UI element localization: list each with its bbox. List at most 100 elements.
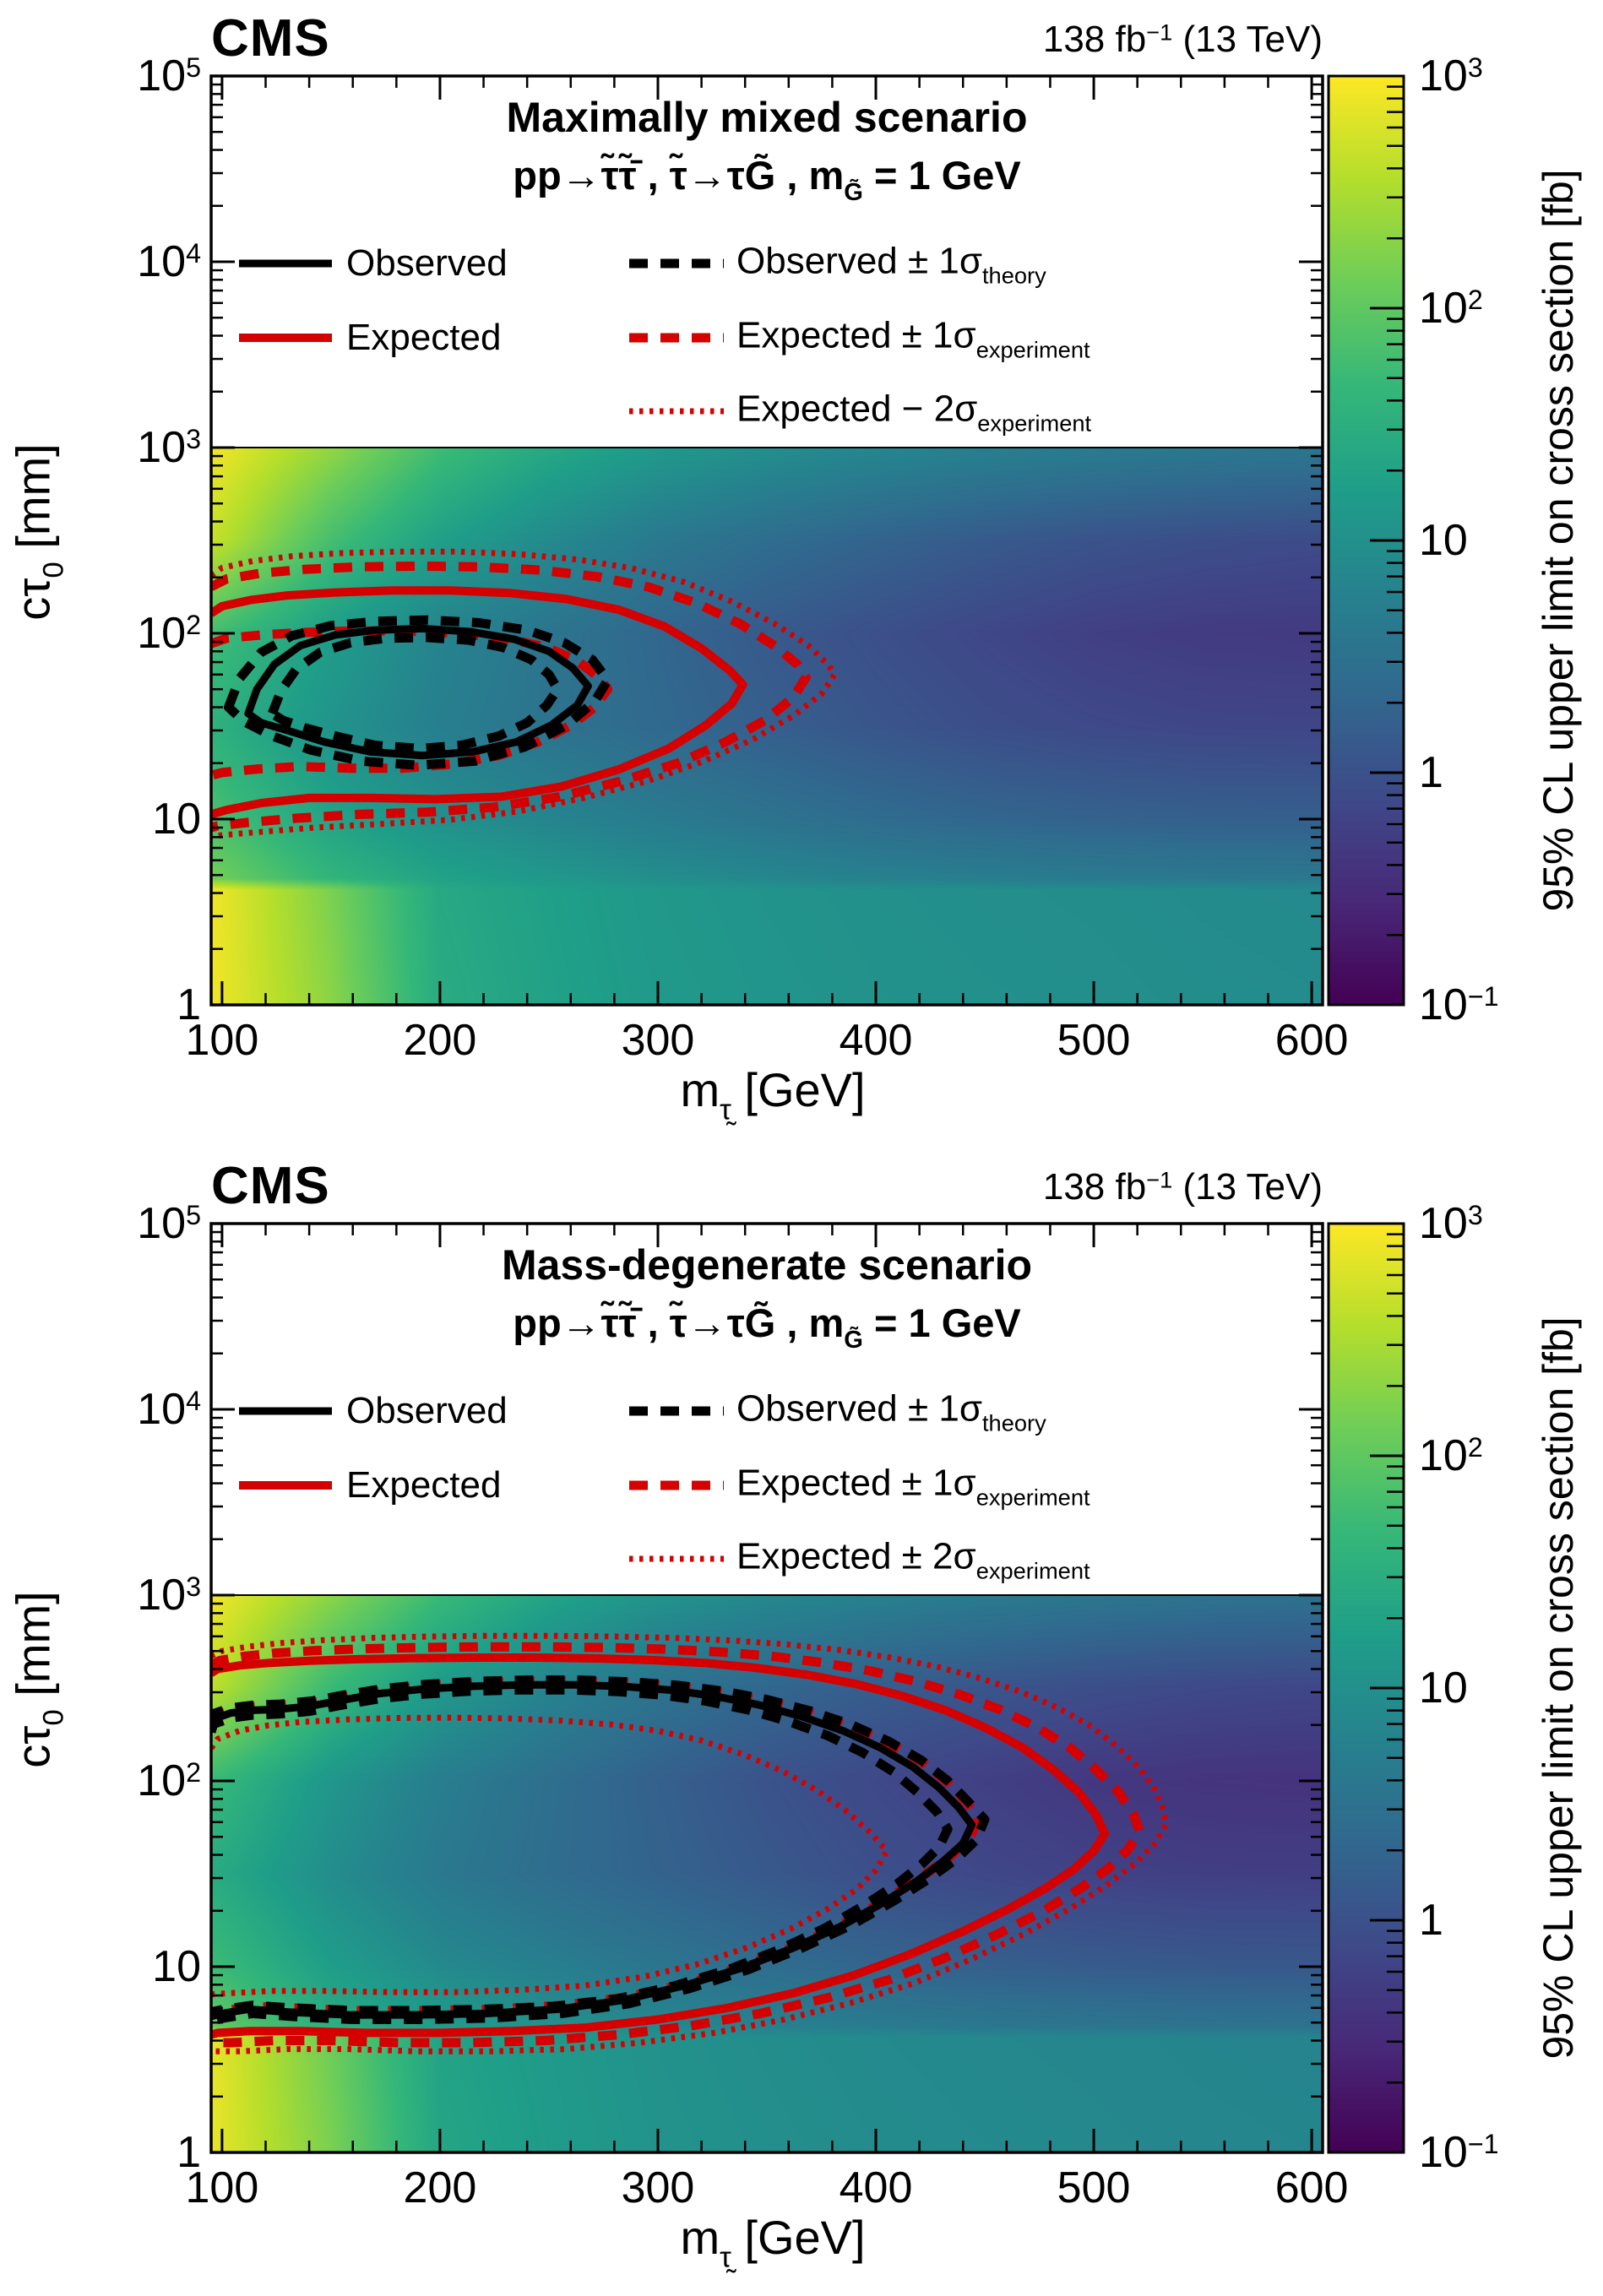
legend-line-expected-band2 [629, 1555, 724, 1562]
x-tick-label: 200 [403, 2163, 477, 2212]
legend-label-observed: Observed [346, 1390, 508, 1431]
legend-label-expected: Expected [346, 317, 502, 358]
contour-expected_minus_2sigma_experiment [211, 1714, 890, 1998]
colorbar-tick-label: 103 [1419, 1199, 1483, 1248]
process-sub: G̃ [844, 1327, 863, 1354]
legend-line-expected [239, 334, 332, 342]
contour-observed_minus_1sigma_theory [267, 632, 562, 753]
lumi-tail: (13 TeV) [1172, 19, 1323, 60]
contour-expected [211, 586, 747, 819]
scenario-title: Maximally mixed scenario [506, 94, 1028, 141]
y-tick-label: 10 [152, 1942, 201, 1991]
contour-observed_plus_1sigma_theory [224, 615, 613, 770]
legend-label-expected: Expected [346, 1464, 502, 1506]
heatmap-canvas [211, 448, 1323, 1005]
x-tick-label: 300 [621, 2163, 695, 2212]
y-tick-label: 103 [137, 1571, 201, 1620]
legend-label-observed-band: Observed ± 1σtheory [736, 240, 1046, 289]
colorbar-title: 95% CL upper limit on cross section [fb] [1535, 169, 1582, 912]
contour-observed_plus_1sigma_theory [211, 1675, 990, 2026]
legend-label-expected-band2: Expected ± 2σexperiment [736, 1535, 1090, 1584]
contours-group [211, 1632, 1169, 2054]
contour-observed [211, 1680, 976, 2021]
legend-label-observed-band: Observed ± 1σtheory [736, 1387, 1046, 1436]
lumi-sup: −1 [1146, 1166, 1173, 1193]
plot-overlay [209, 1222, 1405, 2154]
x-tick-label: 600 [1274, 1016, 1349, 1065]
colorbar-title: 95% CL upper limit on cross section [fb] [1535, 1316, 1582, 2060]
y-tick-label: 104 [137, 1385, 201, 1434]
colorbar-tick-label: 102 [1419, 284, 1483, 333]
x-tick-label: 500 [1057, 2163, 1131, 2212]
y-tick-label: 1 [177, 980, 201, 1029]
legend-line-observed [239, 1407, 332, 1415]
scenario-title: Mass-degenerate scenario [501, 1241, 1033, 1289]
lumi-sup: −1 [1146, 19, 1173, 46]
legend-line-expected-band [629, 333, 724, 343]
x-tick-label: 200 [403, 1016, 477, 1065]
x-tick-label: 400 [839, 1016, 913, 1065]
plot-frame [209, 1222, 1324, 2154]
legend-label-expected-band: Expected ± 1σexperiment [736, 1462, 1090, 1511]
x-tick-label: 600 [1274, 2163, 1349, 2212]
y-tick-label: 104 [137, 237, 201, 286]
x-tick-label: 100 [185, 1016, 259, 1065]
y-axis-title: cτ0 [mm] [6, 443, 70, 621]
process-tail: = 1 GeV [862, 153, 1021, 198]
y-axis-title: cτ0 [mm] [6, 1591, 70, 1768]
colorbar-tick-label: 102 [1419, 1431, 1483, 1480]
colorbar-tick-label: 1 [1419, 748, 1443, 797]
process-main: pp→τ̃τ̃̄ , τ̃→τG̃ , m [513, 153, 845, 198]
y-tick-label: 102 [137, 609, 201, 658]
lumi-main: 138 fb [1042, 1166, 1147, 1208]
contour-observed_minus_1sigma_theory [211, 1685, 953, 2017]
y-tick-label: 102 [137, 1756, 201, 1805]
y-tick-label: 105 [137, 52, 201, 100]
x-tick-label: 400 [839, 2163, 913, 2212]
process-label: pp→τ̃τ̃̄ , τ̃→τG̃ , mG̃ = 1 GeV [513, 1300, 1021, 1354]
lumi-label: 138 fb−1 (13 TeV) [1043, 1166, 1323, 1208]
colorbar-tick-label: 10 [1419, 1664, 1468, 1713]
legend-line-observed-band [629, 258, 724, 269]
legend-line-observed [239, 259, 332, 268]
plot-frame [209, 74, 1324, 1007]
contours-group [211, 548, 838, 840]
process-label: pp→τ̃τ̃̄ , τ̃→τG̃ , mG̃ = 1 GeV [513, 152, 1021, 207]
colorbar-tick-label: 10 [1419, 516, 1468, 565]
contour-expected_plus_1sigma_experiment [211, 561, 811, 833]
legend-label-expected-band2: Expected − 2σexperiment [736, 388, 1092, 437]
x-axis-title: mτ̰ [GeV] [680, 2211, 866, 2274]
y-tick-label: 103 [137, 423, 201, 472]
cms-label: CMS [211, 9, 330, 68]
contour-expected_plus_1sigma_experiment [211, 1642, 1144, 2048]
panel-mass-degenerate: CMS 138 fb−1 (13 TeV) Mass-degenerate sc… [0, 1148, 1603, 2296]
contour-expected [211, 1653, 1109, 2039]
x-tick-label: 100 [185, 2163, 259, 2212]
process-sub: G̃ [844, 179, 863, 207]
colorbar-tick-label: 10−1 [1419, 980, 1499, 1029]
y-tick-label: 1 [177, 2128, 201, 2177]
legend-line-expected [239, 1481, 332, 1490]
lumi-label: 138 fb−1 (13 TeV) [1043, 19, 1323, 61]
lumi-main: 138 fb [1042, 19, 1147, 60]
legend-label-expected-band: Expected ± 1σexperiment [736, 314, 1090, 363]
process-tail: = 1 GeV [862, 1300, 1021, 1345]
legend-line-expected-band2 [629, 408, 724, 415]
legend-line-expected-band [629, 1480, 724, 1490]
plot-overlay [209, 74, 1405, 1007]
process-main: pp→τ̃τ̃̄ , τ̃→τG̃ , m [513, 1300, 845, 1345]
y-tick-label: 105 [137, 1199, 201, 1248]
colorbar-tick-label: 1 [1419, 1896, 1443, 1945]
x-tick-label: 500 [1057, 1016, 1131, 1065]
x-axis-title: mτ̰ [GeV] [680, 1063, 866, 1126]
y-tick-label: 10 [152, 795, 201, 844]
cms-label: CMS [211, 1157, 330, 1215]
legend-label-observed: Observed [346, 242, 508, 284]
panel-maximally-mixed: CMS 138 fb−1 (13 TeV) Maximally mixed sc… [6, 9, 1582, 1126]
colorbar-tick-label: 103 [1419, 52, 1483, 100]
contour-observed [244, 624, 592, 760]
x-tick-label: 300 [621, 1016, 695, 1065]
colorbar-tick-label: 10−1 [1419, 2128, 1499, 2177]
lumi-tail: (13 TeV) [1172, 1166, 1323, 1208]
legend-line-observed-band [629, 1406, 724, 1416]
